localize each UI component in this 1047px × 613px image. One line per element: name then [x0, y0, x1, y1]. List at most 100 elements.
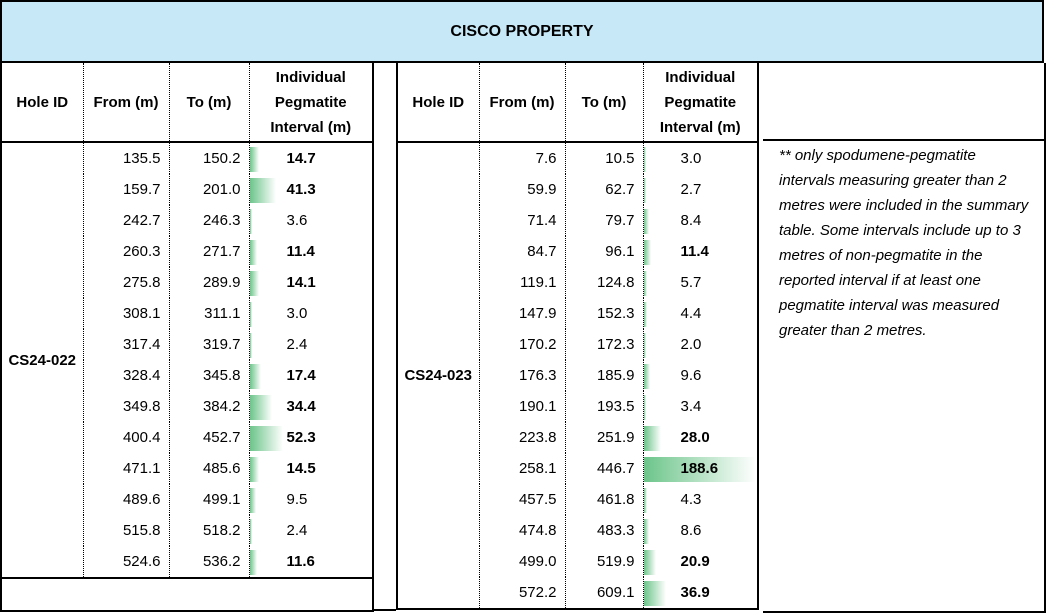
interval-cell: 14.5 — [248, 453, 373, 484]
interval-value: 4.3 — [680, 491, 702, 508]
interval-value: 14.1 — [286, 274, 316, 291]
interval-cell: 2.0 — [642, 329, 758, 360]
to-cell: 201.0 — [168, 174, 249, 205]
hole-id-cell: CS24-022 — [8, 351, 77, 369]
interval-cell: 3.6 — [248, 205, 373, 236]
from-cell: 7.6 — [478, 142, 565, 174]
hole-table-cs24-023: Hole ID From (m) To (m) Individual Pegma… — [396, 63, 759, 610]
table-row: 499.0 519.9 20.9 — [397, 546, 758, 577]
interval-value: 2.4 — [286, 336, 308, 353]
table-row: 59.9 62.7 2.7 — [397, 174, 758, 205]
to-cell: 609.1 — [564, 577, 643, 609]
to-cell: 446.7 — [564, 453, 643, 484]
interval-cell: 41.3 — [248, 174, 373, 205]
from-cell: 258.1 — [478, 453, 565, 484]
to-cell: 519.9 — [564, 546, 643, 577]
interval-data-bar — [643, 178, 646, 203]
from-cell: 119.1 — [478, 267, 565, 298]
table-body: CS24-022 135.5 150.2 14.7 159.7 201.0 41.3 242.… — [1, 142, 373, 611]
table-row: 258.1 446.7 188.6 — [397, 453, 758, 484]
to-cell: 124.8 — [564, 267, 643, 298]
to-cell: 193.5 — [564, 391, 643, 422]
from-cell: 317.4 — [82, 329, 169, 360]
table-row: 242.7 246.3 3.6 — [1, 205, 373, 236]
interval-value: 17.4 — [286, 367, 316, 384]
interval-data-bar — [643, 488, 647, 513]
table-row: 190.1 193.5 3.4 — [397, 391, 758, 422]
to-cell: 79.7 — [564, 205, 643, 236]
footnote-header-spacer — [763, 63, 1044, 141]
header-to: To (m) — [168, 63, 249, 143]
interval-value: 9.6 — [680, 367, 702, 384]
interval-cell: 17.4 — [248, 360, 373, 391]
interval-data-bar — [643, 519, 649, 544]
interval-value: 2.4 — [286, 522, 308, 539]
to-cell: 461.8 — [564, 484, 643, 515]
header-from: From (m) — [478, 63, 565, 143]
interval-cell: 11.4 — [248, 236, 373, 267]
interval-data-bar — [643, 271, 647, 296]
table-row: 317.4 319.7 2.4 — [1, 329, 373, 360]
header-from: From (m) — [82, 63, 169, 143]
to-cell: 185.9 — [564, 360, 643, 391]
interval-data-bar — [249, 240, 257, 265]
interval-value: 2.0 — [680, 336, 702, 353]
from-cell: 135.5 — [82, 142, 169, 174]
interval-data-bar — [249, 147, 259, 172]
interval-value: 28.0 — [680, 429, 710, 446]
from-cell: 147.9 — [478, 298, 565, 329]
table-row: 84.7 96.1 11.4 — [397, 236, 758, 267]
interval-value: 8.4 — [680, 212, 702, 229]
table-row: 223.8 251.9 28.0 — [397, 422, 758, 453]
interval-cell: 14.1 — [248, 267, 373, 298]
interval-data-bar — [643, 209, 649, 234]
interval-value: 2.7 — [680, 181, 702, 198]
table-row: 170.2 172.3 2.0 — [397, 329, 758, 360]
empty-cell — [1, 578, 373, 611]
interval-cell: 188.6 — [642, 453, 758, 484]
interval-value: 3.6 — [286, 212, 308, 229]
table-row: 457.5 461.8 4.3 — [397, 484, 758, 515]
interval-value: 11.6 — [286, 553, 315, 570]
interval-data-bar — [643, 333, 646, 358]
table-row: 471.1 485.6 14.5 — [1, 453, 373, 484]
table-row: 328.4 345.8 17.4 — [1, 360, 373, 391]
to-cell: 345.8 — [168, 360, 249, 391]
to-cell: 10.5 — [564, 142, 643, 174]
header-hole-id: Hole ID — [397, 63, 479, 143]
from-cell: 71.4 — [478, 205, 565, 236]
interval-cell: 52.3 — [248, 422, 373, 453]
to-cell: 384.2 — [168, 391, 249, 422]
interval-data-bar — [249, 209, 252, 234]
interval-cell: 4.3 — [642, 484, 758, 515]
table-row: 275.8 289.9 14.1 — [1, 267, 373, 298]
header-interval: Individual Pegmatite Interval (m) — [248, 63, 373, 143]
interval-cell: 8.4 — [642, 205, 758, 236]
to-cell: 150.2 — [168, 142, 249, 174]
interval-cell: 8.6 — [642, 515, 758, 546]
table-row: 474.8 483.3 8.6 — [397, 515, 758, 546]
interval-data-bar — [643, 550, 656, 575]
from-cell: 84.7 — [478, 236, 565, 267]
from-cell: 275.8 — [82, 267, 169, 298]
table-row: 176.3 185.9 9.6 — [397, 360, 758, 391]
table-row: 515.8 518.2 2.4 — [1, 515, 373, 546]
table-row: 147.9 152.3 4.4 — [397, 298, 758, 329]
interval-cell: 3.4 — [642, 391, 758, 422]
table-title: CISCO PROPERTY — [0, 0, 1044, 63]
interval-data-bar — [249, 395, 272, 420]
interval-cell: 34.4 — [248, 391, 373, 422]
interval-data-bar — [249, 457, 259, 482]
table-row: 119.1 124.8 5.7 — [397, 267, 758, 298]
hole-table-cs24-022: Hole ID From (m) To (m) Individual Pegma… — [0, 63, 374, 612]
interval-data-bar — [249, 178, 276, 203]
interval-value: 34.4 — [286, 398, 316, 415]
from-cell: 489.6 — [82, 484, 169, 515]
table-header-row: Hole ID From (m) To (m) Individual Pegma… — [1, 63, 373, 143]
interval-data-bar — [249, 550, 257, 575]
from-cell: 515.8 — [82, 515, 169, 546]
from-cell: 349.8 — [82, 391, 169, 422]
header-hole-id: Hole ID — [1, 63, 83, 143]
interval-data-bar — [249, 364, 261, 389]
to-cell: 271.7 — [168, 236, 249, 267]
